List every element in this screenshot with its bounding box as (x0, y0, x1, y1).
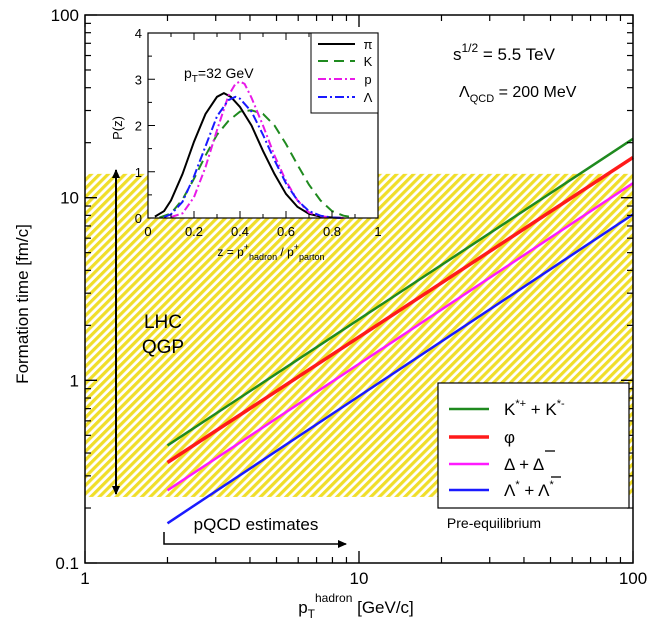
inset-y-tick-label: 4 (135, 26, 142, 41)
series-line-1 (166, 155, 634, 464)
y-tick-label: 100 (51, 6, 79, 25)
qgp-label-line2: QGP (142, 337, 184, 358)
inset-y-tick-label: 1 (135, 165, 142, 180)
energy-annotation: s1/2 = 5.5 TeV (453, 41, 556, 64)
series-line-0 (166, 137, 634, 447)
y-tick-label: 1 (70, 371, 79, 390)
inset-legend-label-k: K (364, 54, 373, 69)
pqcd-label: pQCD estimates (194, 515, 319, 534)
inset-series-line-2 (170, 80, 344, 219)
inset-x-tick-label: 0 (144, 224, 151, 239)
inset-title: pT=32 GeV (184, 65, 254, 85)
x-tick-label: 1 (80, 569, 89, 588)
inset-x-tick-label: 0.4 (231, 224, 249, 239)
legend-box (437, 382, 630, 509)
inset-x-tick-label: 0.6 (277, 224, 295, 239)
inset-axis-ticks: 0 0.2 0.4 0.6 0.8 1 0 1 2 3 4 (135, 26, 382, 239)
x-axis-label: pThadron [GeV/c] (298, 591, 414, 621)
x-tick-label: 10 (350, 569, 369, 588)
legend-label-lambda: Λ* + Λ* (504, 479, 554, 500)
inset-x-tick-label: 0.2 (185, 224, 203, 239)
qgp-label-line1: LHC (144, 312, 182, 333)
y-axis-label: Formation time [fm/c] (13, 224, 32, 384)
inset-y-tick-label: 2 (135, 119, 142, 134)
x-tick-label: 100 (619, 569, 647, 588)
x-axis-label-unit: [GeV/c] (352, 598, 413, 617)
lambda-annotation: ΛQCD = 200 MeV (459, 84, 577, 105)
inset-legend-box (310, 32, 379, 114)
series-line-2 (166, 182, 634, 492)
legend-label-kstar: K*+ + K*- (504, 398, 565, 419)
inset-legend-label-p: p (364, 72, 371, 87)
inset-x-tick-label: 1 (374, 224, 381, 239)
inset-series-line-3 (163, 95, 344, 219)
y-tick-label: 0.1 (55, 554, 79, 573)
inset-series-line-0 (154, 91, 344, 219)
inset-y-label: P(z) (110, 116, 125, 140)
inset-legend-label-lambda: Λ (364, 90, 373, 105)
inset-legend-label-pi: π (364, 37, 373, 52)
inset-legend: π K p Λ (310, 32, 379, 114)
main-series-group (166, 137, 634, 525)
series-line-3 (166, 213, 634, 525)
legend-label-delta: Δ + Δ (504, 455, 544, 474)
inset-x-tick-label: 0.8 (323, 224, 341, 239)
legend-label-phi: φ (504, 428, 515, 447)
inset-y-tick-label: 0 (135, 211, 142, 226)
y-tick-label: 10 (60, 189, 79, 208)
x-axis-label-sup: hadron (315, 591, 352, 605)
inset-series-group (154, 80, 356, 219)
preequilibrium-label: Pre-equilibrium (447, 515, 541, 531)
legend: K*+ + K*- φ Δ + Δ Λ* + Λ* (437, 382, 630, 509)
pqcd-arrow (163, 532, 347, 548)
x-axis-label-main: p (298, 598, 307, 617)
inset-y-tick-label: 3 (135, 72, 142, 87)
x-axis-label-sub: T (308, 607, 316, 621)
